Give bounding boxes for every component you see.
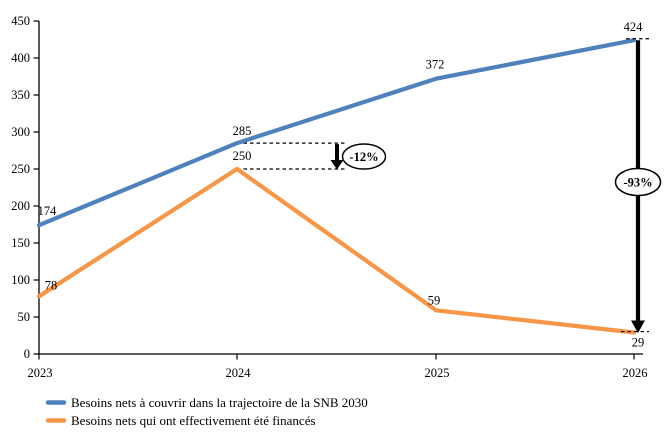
legend-label-trajectoire: Besoins nets à couvrir dans la trajectoi… [71,395,368,410]
series-line-1 [36,166,637,335]
data-label: 174 [38,204,58,218]
axes [38,21,643,355]
y-tick-label: 250 [11,162,30,176]
annotation-label-12: -12% [349,150,378,164]
data-label: 29 [632,336,645,350]
data-label: 424 [624,20,644,34]
y-tick-label: 400 [11,51,30,65]
small-down-arrow-head [330,160,344,170]
data-label: 372 [426,58,445,72]
y-tick-label: 100 [11,273,30,287]
x-tick-label: 2026 [623,366,648,380]
data-label: 250 [233,149,252,163]
y-tick-label: 0 [24,347,30,361]
x-tick-label: 2025 [425,366,450,380]
y-tick-label: 150 [11,236,30,250]
legend: Besoins nets à couvrir dans la trajectoi… [45,395,368,428]
y-tick-label: 350 [11,88,30,102]
y-tick-label: 50 [18,310,31,324]
y-tick-label: 450 [11,14,30,28]
y-tick-label: 300 [11,125,30,139]
big-down-arrow-head [631,320,645,334]
annotation-label-93: -93% [623,176,652,190]
x-tick-label: 2024 [226,366,252,380]
x-tick-label: 2023 [28,366,53,380]
data-label: 59 [428,293,441,307]
data-label: 285 [233,124,252,138]
annotation-ellipse-12 [341,143,387,170]
annotation-ellipse-93 [614,167,662,197]
legend-label-finances: Besoins nets qui ont effectivement été f… [71,413,316,428]
data-label: 78 [45,278,58,292]
series-line-0 [36,38,637,228]
y-tick-label: 200 [11,199,30,213]
